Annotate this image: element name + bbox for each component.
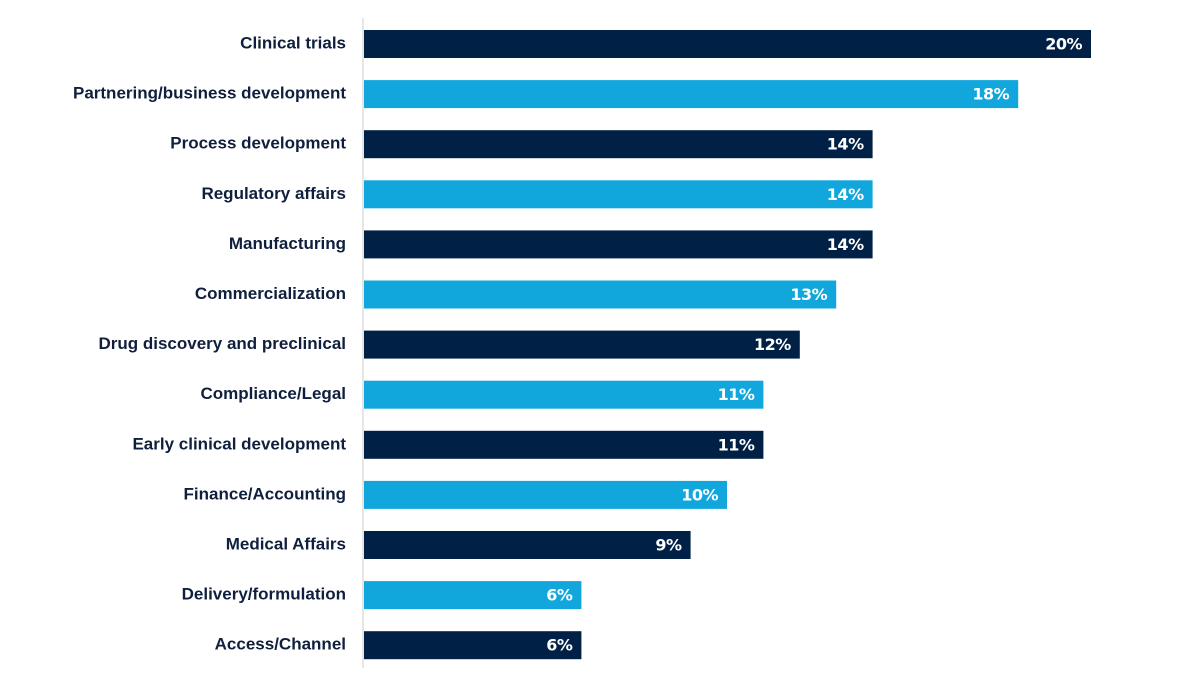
bar-value-label: 11% (718, 435, 755, 454)
bar-value-label: 9% (655, 536, 682, 555)
category-label: Medical Affairs (226, 534, 346, 553)
bar-value-label: 6% (546, 636, 573, 655)
bar-value-label: 6% (546, 586, 573, 605)
bar-value-label: 18% (972, 85, 1009, 104)
bar-value-label: 13% (790, 285, 827, 304)
bar (364, 631, 582, 660)
bar (364, 430, 764, 459)
category-label: Delivery/formulation (182, 585, 346, 604)
bar (364, 380, 764, 409)
bar (364, 30, 1091, 58)
bar (364, 531, 691, 559)
bar (364, 581, 582, 610)
category-label: Commercialization (195, 284, 346, 303)
bar (364, 80, 1019, 109)
bar-value-label: 11% (718, 385, 755, 404)
category-label: Finance/Accounting (184, 484, 346, 503)
bar-value-label: 14% (827, 235, 864, 254)
category-label: Drug discovery and preclinical (98, 334, 346, 353)
category-label: Clinical trials (240, 33, 346, 52)
category-label: Compliance/Legal (201, 384, 346, 403)
bar-value-label: 12% (754, 335, 791, 354)
bar (364, 130, 873, 159)
category-label: Regulatory affairs (201, 184, 346, 203)
category-label: Partnering/business development (73, 84, 346, 103)
category-label: Process development (170, 134, 346, 153)
bar-value-label: 10% (681, 485, 718, 504)
bar (364, 330, 800, 359)
bar (364, 280, 837, 309)
bar (364, 180, 873, 209)
bar (364, 230, 873, 259)
bar-value-label: 14% (827, 135, 864, 154)
bar-value-label: 20% (1045, 35, 1082, 54)
category-label: Early clinical development (132, 434, 346, 453)
bar-value-label: 14% (827, 185, 864, 204)
category-label: Manufacturing (229, 234, 346, 253)
bar (364, 480, 727, 509)
category-label: Access/Channel (215, 635, 346, 654)
